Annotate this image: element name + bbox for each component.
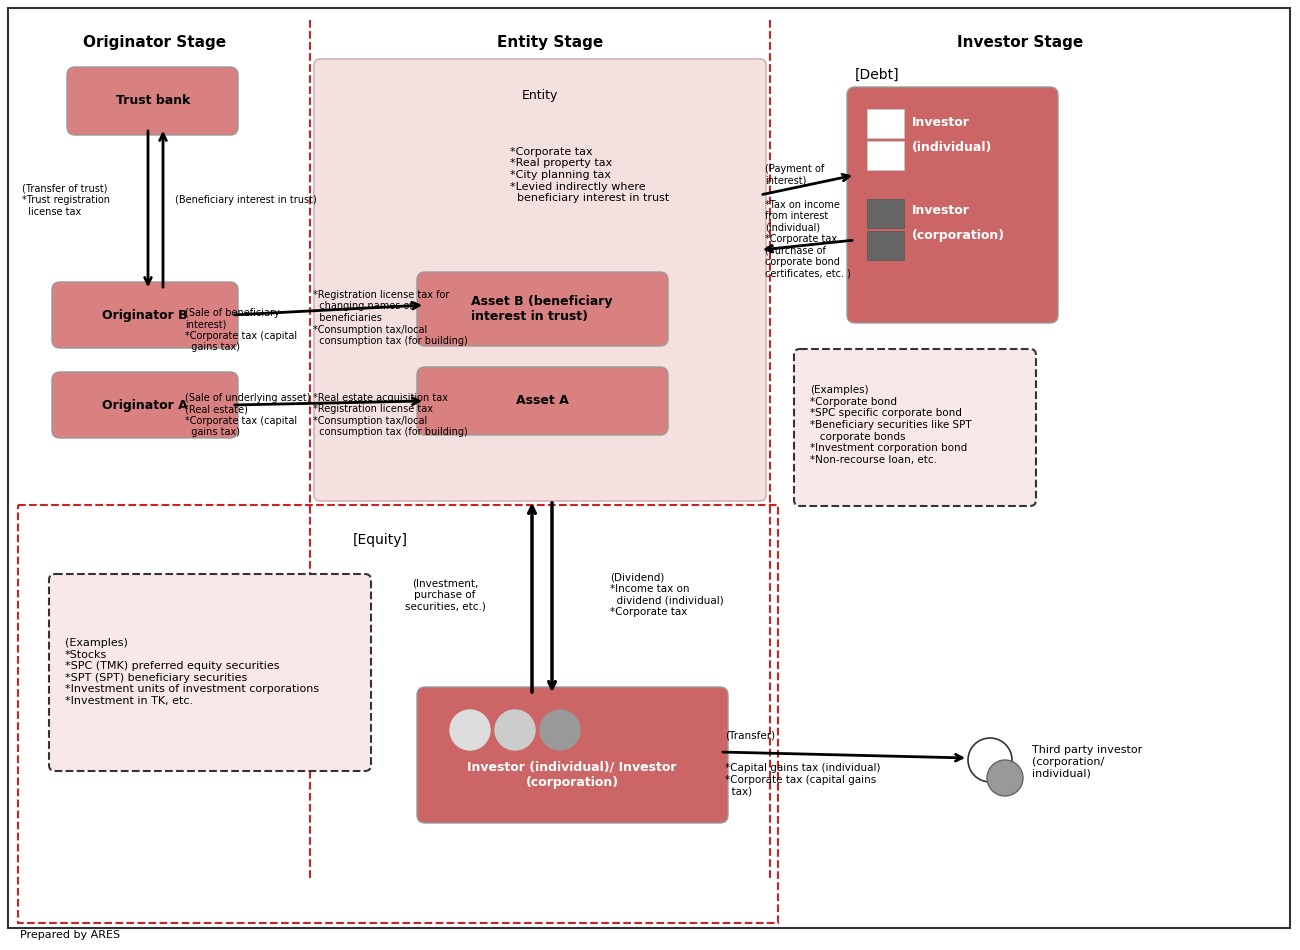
Text: (Examples)
*Stocks
*SPC (TMK) preferred equity securities
*SPT (SPT) beneficiary: (Examples) *Stocks *SPC (TMK) preferred …	[65, 638, 318, 706]
Circle shape	[540, 710, 580, 750]
Text: Asset B (beneficiary
interest in trust): Asset B (beneficiary interest in trust)	[471, 295, 612, 323]
FancyBboxPatch shape	[848, 87, 1058, 323]
Text: (corporation): (corporation)	[913, 230, 1005, 242]
FancyBboxPatch shape	[417, 272, 668, 346]
FancyBboxPatch shape	[867, 199, 903, 228]
Text: (Investment,
purchase of
securities, etc.): (Investment, purchase of securities, etc…	[404, 579, 485, 612]
Text: [Equity]: [Equity]	[352, 533, 407, 547]
FancyBboxPatch shape	[315, 59, 766, 501]
FancyBboxPatch shape	[49, 574, 370, 771]
Text: Trust bank: Trust bank	[116, 94, 190, 107]
Circle shape	[987, 760, 1023, 796]
Text: Originator B: Originator B	[103, 309, 187, 321]
Text: Entity Stage: Entity Stage	[497, 34, 603, 49]
Text: (Sale of beneficiary
interest)
*Corporate tax (capital
  gains tax): (Sale of beneficiary interest) *Corporat…	[185, 308, 298, 352]
Text: (individual): (individual)	[913, 142, 992, 155]
Text: Originator A: Originator A	[103, 398, 188, 411]
FancyBboxPatch shape	[867, 231, 903, 260]
Circle shape	[450, 710, 490, 750]
Text: (Examples)
*Corporate bond
*SPC specific corporate bond
*Beneficiary securities : (Examples) *Corporate bond *SPC specific…	[810, 385, 971, 465]
FancyBboxPatch shape	[68, 67, 238, 135]
Text: *Tax on income
from interest
(individual)
*Corporate tax: *Tax on income from interest (individual…	[764, 200, 840, 244]
Circle shape	[968, 738, 1011, 782]
Text: *Capital gains tax (individual)
*Corporate tax (capital gains
  tax): *Capital gains tax (individual) *Corpora…	[725, 764, 880, 797]
FancyBboxPatch shape	[867, 109, 903, 138]
FancyBboxPatch shape	[52, 282, 238, 348]
Text: (Payment of
interest): (Payment of interest)	[764, 164, 824, 186]
Text: (Sale of underlying asset)
(Real estate)
*Corporate tax (capital
  gains tax): (Sale of underlying asset) (Real estate)…	[185, 392, 311, 437]
Text: Originator Stage: Originator Stage	[83, 34, 226, 49]
FancyBboxPatch shape	[52, 372, 238, 438]
Text: (Dividend)
*Income tax on
  dividend (individual)
*Corporate tax: (Dividend) *Income tax on dividend (indi…	[610, 573, 724, 618]
Text: Investor (individual)/ Investor
(corporation): Investor (individual)/ Investor (corpora…	[467, 761, 677, 789]
Text: Investor: Investor	[913, 204, 970, 218]
Text: (Purchase of
corporate bond
certificates, etc. ): (Purchase of corporate bond certificates…	[764, 245, 852, 278]
Text: [Debt]: [Debt]	[855, 68, 900, 82]
Text: (Beneficiary interest in trust): (Beneficiary interest in trust)	[176, 195, 317, 205]
Text: Investor: Investor	[913, 117, 970, 129]
Circle shape	[495, 710, 536, 750]
Text: *Corporate tax
*Real property tax
*City planning tax
*Levied indirectly where
  : *Corporate tax *Real property tax *City …	[510, 147, 670, 203]
Text: (Transfer of trust)
*Trust registration
  license tax: (Transfer of trust) *Trust registration …	[22, 183, 110, 217]
FancyBboxPatch shape	[867, 141, 903, 170]
Text: Prepared by ARES: Prepared by ARES	[20, 930, 120, 940]
Text: Investor Stage: Investor Stage	[957, 34, 1083, 49]
Text: Asset A: Asset A	[516, 394, 568, 408]
FancyBboxPatch shape	[794, 349, 1036, 506]
Text: (Transfer): (Transfer)	[725, 730, 775, 740]
Text: *Real estate acquisition tax
*Registration license tax
*Consumption tax/local
  : *Real estate acquisition tax *Registrati…	[313, 392, 468, 437]
Text: Third party investor
(corporation/
individual): Third party investor (corporation/ indiv…	[1032, 746, 1143, 779]
FancyBboxPatch shape	[417, 367, 668, 435]
Text: Entity: Entity	[521, 88, 558, 102]
FancyBboxPatch shape	[417, 687, 728, 823]
Text: *Registration license tax for
  changing names of
  beneficiaries
*Consumption t: *Registration license tax for changing n…	[313, 290, 468, 346]
Bar	[18, 505, 777, 923]
